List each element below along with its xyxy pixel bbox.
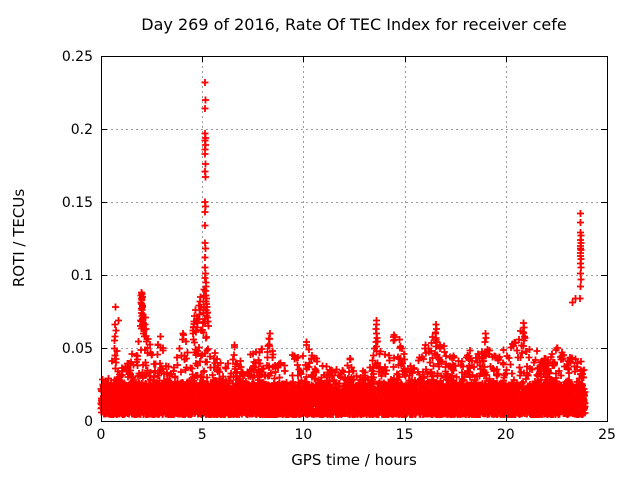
- y-tick-label: 0.2: [71, 122, 93, 138]
- x-tick-label: 20: [497, 427, 515, 443]
- y-tick-label: 0.1: [71, 268, 93, 284]
- x-tick-label: 5: [198, 427, 207, 443]
- y-axis-label: ROTI / TECUs: [10, 188, 28, 288]
- x-axis-label: GPS time / hours: [291, 451, 417, 469]
- x-tick-label: 25: [598, 427, 616, 443]
- roti-scatter-points: [97, 79, 589, 418]
- chart-title: Day 269 of 2016, Rate Of TEC Index for r…: [141, 15, 567, 34]
- x-tick-label: 0: [97, 427, 106, 443]
- plot-border: [101, 56, 608, 422]
- x-tick-label: 10: [294, 427, 312, 443]
- y-tick-label: 0.25: [62, 49, 93, 65]
- y-tick-label: 0.15: [62, 195, 93, 211]
- y-tick-label: 0: [84, 414, 93, 430]
- y-tick-label: 0.05: [62, 341, 93, 357]
- x-tick-label: 15: [396, 427, 414, 443]
